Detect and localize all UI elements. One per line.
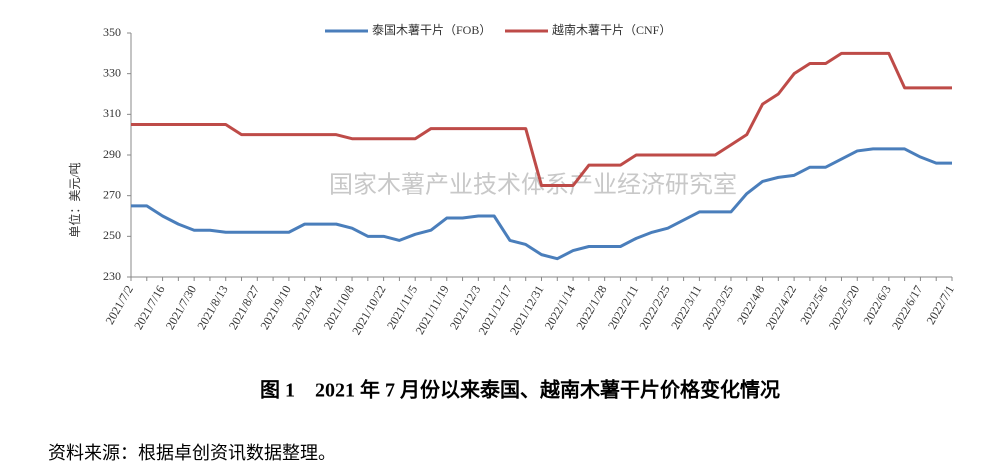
legend-label: 越南木薯干片（CNF） [552,22,671,37]
y-axis-label: 单位：美元/吨 [67,162,82,237]
y-tick-label: 290 [103,147,121,161]
x-tick-label: 2021/7/2 [103,283,136,327]
y-tick-label: 330 [103,65,121,79]
series-line [131,51,952,187]
y-tick-label: 350 [103,25,121,39]
legend-label: 泰国木薯干片（FOB） [372,23,491,37]
x-tick-label: 2022/7/1 [924,283,957,327]
x-tick-label: 2022/3/25 [699,283,735,332]
source: 资料来源：根据卓创资讯数据整理。 [48,443,336,463]
y-tick-label: 230 [103,269,121,283]
x-tick-label: 2022/5/6 [797,283,830,327]
x-tick-label: 2022/6/3 [860,283,893,327]
x-tick-label: 2022/5/20 [826,283,862,332]
caption: 图 1 2021 年 7 月份以来泰国、越南木薯干片价格变化情况 [260,378,780,402]
x-tick-label: 2022/4/8 [734,283,767,327]
series-line [131,147,952,261]
y-tick-label: 250 [103,228,121,242]
x-tick-label: 2022/6/17 [889,283,925,332]
y-tick-label: 310 [103,106,121,120]
x-tick-label: 2022/4/22 [763,283,799,332]
y-tick-label: 270 [103,187,121,201]
watermark: 国家木薯产业技术体系产业经济研究室 [329,172,737,199]
